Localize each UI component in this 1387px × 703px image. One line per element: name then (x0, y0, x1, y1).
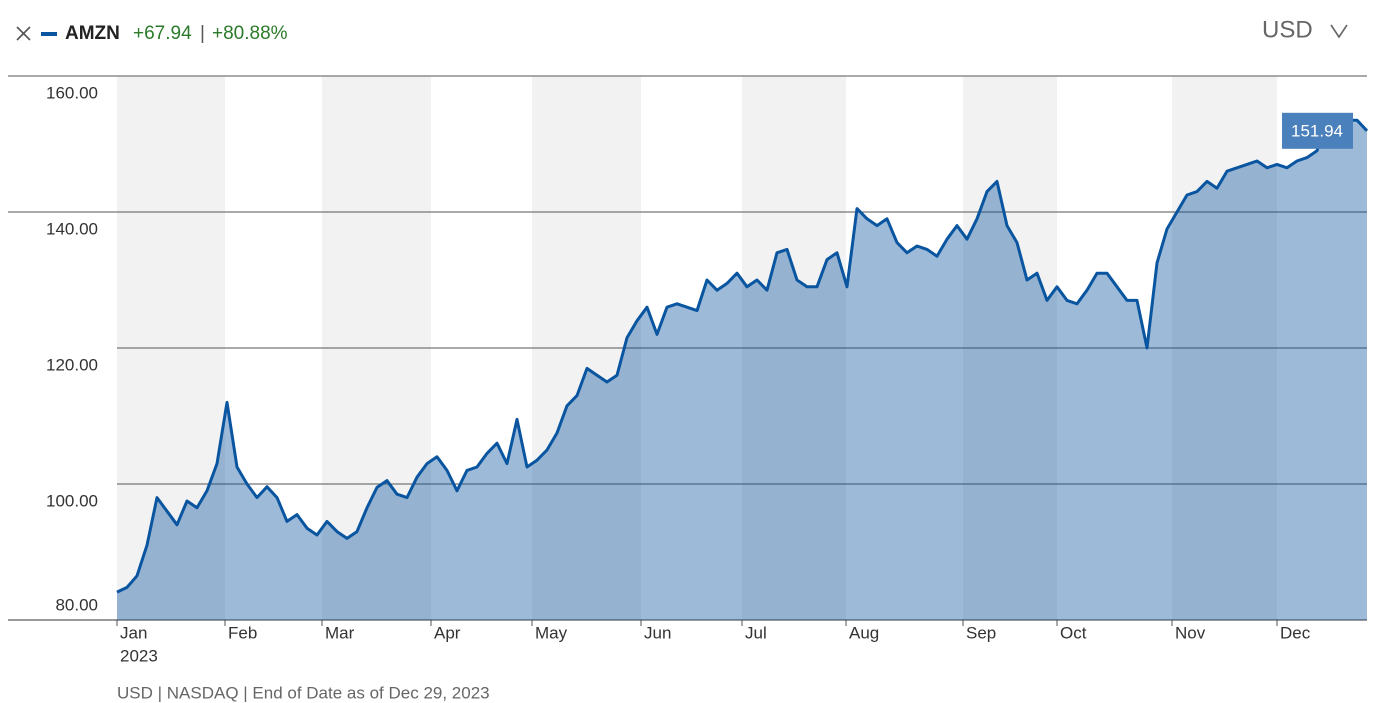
x-tick-label: Dec (1280, 623, 1311, 642)
price-line (116, 115, 1369, 594)
y-tick-label: 120.00 (46, 355, 98, 374)
x-tick-label: Oct (1060, 623, 1087, 642)
legend-ticker: AMZN (65, 23, 120, 44)
x-tick-label: Feb (228, 623, 257, 642)
change: +67.94 (133, 23, 192, 44)
x-tick-label: Jun (644, 623, 671, 642)
x-tick-label: Jan (120, 623, 147, 642)
x-tick-label: May (535, 623, 568, 642)
y-tick-label: 160.00 (46, 83, 98, 102)
dropdown-chevron[interactable] (1330, 24, 1348, 39)
last-value-tag (1282, 112, 1353, 149)
year-label: 2023 (120, 646, 158, 665)
x-tick-label: Sep (966, 623, 996, 642)
change-pct: +80.88% (212, 23, 288, 44)
x-tick-label: Apr (434, 623, 461, 642)
y-tick-label: 100.00 (46, 491, 98, 510)
x-tick-label: Nov (1175, 623, 1206, 642)
last-value-label: 151.94 (1291, 121, 1343, 140)
currency-select[interactable]: USD (1262, 16, 1313, 43)
plot-area: Jan Feb Mar Apr May Jun Jul Aug Sep Oct Nov Dec 80.0… (8, 75, 1369, 642)
area (117, 116, 1367, 621)
x-tick-label: Mar (325, 623, 355, 642)
footnote: USD | NASDAQ | End of Date as of Dec 29,… (117, 683, 490, 702)
y-tick-label: 80.00 (55, 595, 98, 614)
y-tick-label: 140.00 (46, 219, 98, 238)
legend-swatch (41, 32, 57, 36)
close-stroke (16, 26, 31, 41)
x-tick-label: Aug (849, 623, 879, 642)
close-icon[interactable] (16, 26, 31, 41)
separator: | (200, 23, 205, 44)
x-tick-label: Jul (745, 623, 767, 642)
